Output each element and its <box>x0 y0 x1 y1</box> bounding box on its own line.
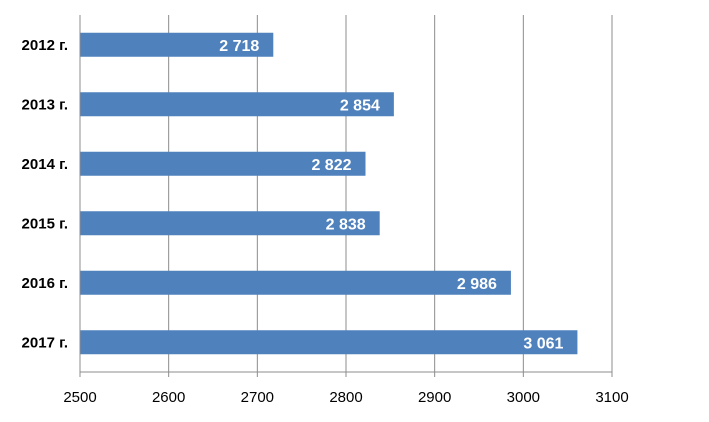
x-tick-label: 2600 <box>152 389 185 406</box>
data-label: 2 838 <box>326 216 366 233</box>
category-label: 2014 г. <box>22 156 68 173</box>
gridlines <box>168 15 613 372</box>
data-label: 2 718 <box>219 38 259 55</box>
x-tick-label: 2500 <box>63 389 96 406</box>
bar <box>80 32 274 57</box>
bar <box>80 270 511 295</box>
category-label: 2016 г. <box>22 275 68 292</box>
x-tick-label: 2700 <box>241 389 274 406</box>
category-label: 2012 г. <box>22 37 68 54</box>
x-tick-label: 3100 <box>595 389 628 406</box>
category-label: 2013 г. <box>22 96 68 113</box>
bars <box>80 32 578 355</box>
bar <box>80 330 578 355</box>
x-tick-label: 3000 <box>507 389 540 406</box>
x-tick-label: 2900 <box>418 389 451 406</box>
data-label: 2 822 <box>311 157 351 174</box>
data-label: 2 854 <box>340 97 380 114</box>
bar <box>80 92 394 117</box>
category-label: 2015 г. <box>22 215 68 232</box>
category-label: 2017 г. <box>22 334 68 351</box>
bar <box>80 151 366 176</box>
data-label: 2 986 <box>457 276 497 293</box>
bar <box>80 211 380 236</box>
data-label: 3 061 <box>523 335 563 352</box>
x-tick-label: 2800 <box>329 389 362 406</box>
